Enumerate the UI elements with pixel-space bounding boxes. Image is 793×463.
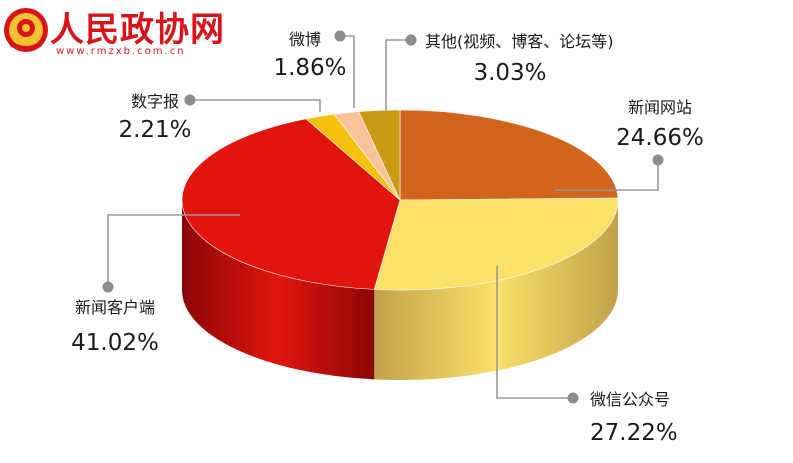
slice-3-leader-line (190, 99, 321, 112)
leader-lines (102, 30, 664, 404)
slice-0-leader-dot (652, 154, 664, 166)
slice-5-label: 其他(视频、博客、论坛等) (425, 32, 614, 51)
pie-sides (182, 200, 618, 380)
slice-5-leader-dot (405, 34, 417, 46)
slice-3-label: 数字报 (131, 92, 179, 111)
slice-4-label: 微博 (289, 30, 321, 49)
slice-2-leader-line (107, 214, 240, 287)
logo-url: www.rmzxb.com.cn (56, 46, 186, 57)
slice-0[interactable] (399, 109, 619, 201)
slice-0-label: 新闻网站 (628, 98, 692, 117)
slice-0-value-label: 24.66% (616, 125, 704, 151)
slice-1-value-label: 27.22% (590, 420, 678, 446)
slice-5[interactable] (358, 109, 401, 201)
slice-1-leader-line (496, 266, 573, 399)
logo-name: 人民政协网 (50, 10, 225, 50)
pie-slices (181, 109, 619, 291)
slice-2-leader-dot (102, 281, 114, 293)
slice-3-leader-dot (184, 94, 196, 106)
slice-1-side (374, 200, 618, 380)
slice-labels: 新闻网站 24.66% 微信公众号 27.22% 新闻客户端 41.02% 数字报 2.21%… (71, 30, 704, 446)
site-logo[interactable]: 人民政协网 www.rmzxb.com.cn (0, 0, 224, 70)
slice-4-leader-dot (334, 30, 346, 42)
slice-5-value-label: 3.03% (473, 60, 546, 86)
slice-4-value-label: 1.86% (273, 55, 346, 81)
slice-1-label: 微信公众号 (590, 390, 670, 409)
slice-3-value-label: 2.21% (118, 117, 191, 143)
slice-2-label: 新闻客户端 (75, 298, 155, 317)
emblem-icon (4, 8, 48, 52)
slice-2-side (182, 200, 375, 380)
slice-1-leader-dot (567, 392, 579, 404)
slice-0-leader-line (555, 160, 659, 191)
slice-5-leader-line (385, 39, 411, 110)
slice-2-value-label: 41.02% (71, 330, 159, 356)
slice-1[interactable] (373, 197, 619, 291)
